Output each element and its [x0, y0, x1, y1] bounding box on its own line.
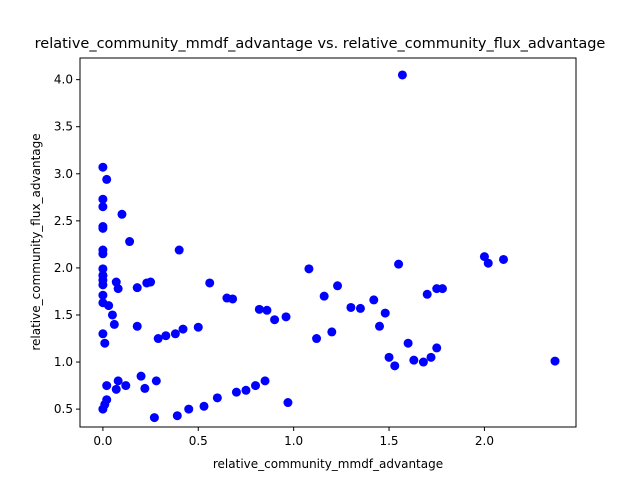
- scatter-point: [172, 411, 182, 421]
- scatter-point: [98, 223, 108, 233]
- scatter-point: [98, 249, 108, 259]
- chart-title: relative_community_mmdf_advantage vs. re…: [35, 36, 606, 52]
- scatter-point: [390, 361, 400, 371]
- y-axis-ticks: 0.5 1.0 1.5 2.0 2.5 3.0 3.5 4.0: [54, 73, 80, 416]
- y-tick-label: 3.0: [54, 167, 73, 181]
- scatter-point: [260, 376, 270, 386]
- scatter-point: [102, 395, 112, 405]
- scatter-point: [98, 270, 108, 280]
- scatter-point: [228, 294, 238, 304]
- scatter-point: [98, 194, 108, 204]
- scatter-point: [125, 237, 135, 247]
- scatter-point: [121, 381, 131, 391]
- scatter-point: [550, 356, 560, 366]
- scatter-point: [251, 381, 261, 391]
- scatter-point: [283, 398, 293, 408]
- scatter-point: [212, 393, 222, 403]
- scatter-point: [397, 70, 407, 80]
- y-tick-label: 0.5: [54, 402, 73, 416]
- scatter-point: [104, 301, 114, 311]
- y-tick-label: 3.5: [54, 120, 73, 134]
- y-axis-label: relative_community_flux_advantage: [29, 133, 43, 350]
- scatter-point: [254, 304, 264, 314]
- scatter-point: [193, 322, 203, 332]
- scatter-point: [100, 338, 110, 348]
- x-tick-label: 1.5: [379, 434, 398, 448]
- x-tick-label: 2.0: [475, 434, 494, 448]
- scatter-point: [418, 357, 428, 367]
- scatter-point: [499, 254, 509, 264]
- scatter-point: [281, 312, 291, 322]
- scatter-point: [262, 305, 272, 315]
- scatter-point: [479, 252, 489, 262]
- scatter-point: [98, 280, 108, 290]
- scatter-point: [312, 334, 322, 344]
- scatter-point: [319, 291, 329, 301]
- scatter-point: [132, 321, 142, 331]
- scatter-point: [102, 174, 112, 184]
- scatter-point: [205, 278, 215, 288]
- scatter-point: [98, 202, 108, 212]
- scatter-point: [107, 310, 117, 320]
- scatter-point: [422, 289, 432, 299]
- scatter-point: [327, 327, 337, 337]
- scatter-point: [174, 245, 184, 255]
- y-tick-label: 1.5: [54, 308, 73, 322]
- scatter-point: [241, 385, 251, 395]
- y-tick-label: 2.0: [54, 261, 73, 275]
- scatter-point: [146, 277, 156, 287]
- scatter-point: [111, 384, 121, 394]
- scatter-point: [113, 284, 123, 294]
- scatter-point: [113, 376, 123, 386]
- scatter-point: [231, 387, 241, 397]
- x-axis-label: relative_community_mmdf_advantage: [213, 457, 443, 471]
- y-tick-label: 4.0: [54, 73, 73, 87]
- scatter-point: [409, 355, 419, 365]
- scatter-point: [136, 371, 146, 381]
- scatter-point: [369, 295, 379, 305]
- scatter-point: [304, 264, 314, 274]
- scatter-point: [375, 321, 385, 331]
- scatter-point: [437, 284, 447, 294]
- scatter-point: [153, 334, 163, 344]
- scatter-point: [98, 290, 108, 300]
- y-tick-label: 2.5: [54, 214, 73, 228]
- scatter-point: [161, 331, 171, 341]
- x-tick-label: 0.5: [189, 434, 208, 448]
- scatter-point: [149, 413, 159, 423]
- scatter-point: [380, 308, 390, 318]
- scatter-point: [333, 281, 343, 291]
- scatter-point: [98, 264, 108, 274]
- scatter-point: [178, 324, 188, 334]
- x-axis-ticks: 0.0 0.5 1.0 1.5 2.0: [93, 427, 494, 448]
- scatter-point: [184, 404, 194, 414]
- scatter-point: [199, 401, 209, 411]
- scatter-point: [432, 343, 442, 353]
- scatter-point: [384, 352, 394, 362]
- scatter-points: [98, 70, 560, 423]
- scatter-point: [117, 209, 127, 219]
- scatter-point: [170, 329, 180, 339]
- scatter-point: [140, 383, 150, 393]
- y-tick-label: 1.0: [54, 355, 73, 369]
- x-tick-label: 0.0: [93, 434, 112, 448]
- x-tick-label: 1.0: [284, 434, 303, 448]
- scatter-point: [355, 303, 365, 313]
- scatter-point: [132, 283, 142, 293]
- scatter-point: [98, 162, 108, 172]
- scatter-point: [270, 315, 280, 325]
- scatter-point: [426, 352, 436, 362]
- scatter-point: [403, 338, 413, 348]
- scatter-point: [102, 381, 112, 391]
- plot-frame: [79, 57, 577, 428]
- scatter-point: [346, 302, 356, 312]
- scatter-point: [394, 259, 404, 269]
- scatter-point: [98, 329, 108, 339]
- scatter-point: [483, 258, 493, 268]
- scatter-point: [151, 376, 161, 386]
- scatter-point: [109, 319, 119, 329]
